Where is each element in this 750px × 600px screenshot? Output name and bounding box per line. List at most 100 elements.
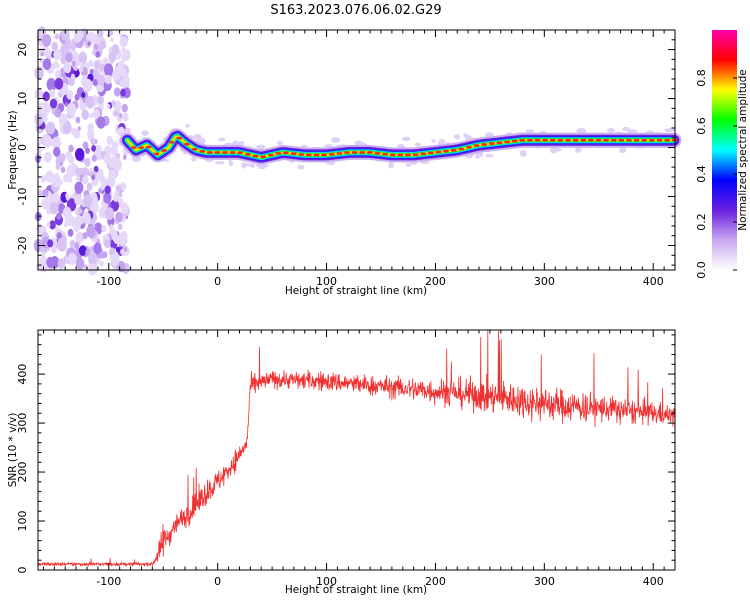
spectrogram-noise-blob: [103, 192, 112, 204]
spectrogram-noise-blob: [97, 94, 104, 105]
spectrogram-peak: [168, 141, 175, 144]
spectrogram-peak: [290, 152, 297, 155]
spectrogram-noise-blob: [49, 220, 56, 230]
spectrogram-halo: [218, 137, 226, 142]
spectrogram-peak: [511, 139, 518, 143]
spectrogram-peak: [298, 153, 305, 156]
spectrogram-peak: [344, 151, 350, 154]
spectrogram-noise-blob: [118, 113, 123, 118]
snr-x-tick-label: -100: [96, 575, 121, 588]
spectrogram-peak: [382, 152, 388, 156]
spectrogram-peak: [405, 153, 411, 157]
spectrogram-halo: [525, 129, 535, 134]
spectrogram-noise-blob: [108, 158, 115, 168]
spectrogram-noise-blob: [83, 78, 93, 92]
spectrogram-noise-blob: [40, 175, 47, 183]
spectrogram-peak: [649, 139, 655, 142]
snr-x-tick-label: 300: [534, 575, 555, 588]
spectrogram-noise-blob: [87, 263, 97, 276]
spectrogram-noise-blob: [111, 44, 120, 55]
spectrogram-peak: [161, 149, 167, 152]
spectrogram-noise-blob: [52, 61, 59, 69]
snr-y-tick-label: 300: [16, 413, 29, 434]
spectrogram-noise-blob: [106, 103, 111, 109]
spectrogram-noise-blob: [43, 134, 52, 147]
spectrogram-noise-blob: [66, 164, 76, 178]
snr-x-tick-label: 400: [643, 575, 664, 588]
spectrogram-noise-blob: [57, 238, 67, 252]
spectrogram-halo: [241, 162, 247, 169]
spectrogram-noise-blob: [87, 41, 91, 47]
spectrogram-noise-blob: [121, 187, 125, 192]
spectrogram-peak: [130, 146, 137, 149]
spectrogram-noise-blob: [121, 103, 128, 113]
spectrogram-halo: [519, 150, 527, 157]
spectrogram-noise-blob: [58, 179, 63, 186]
spectrogram-halo: [664, 128, 673, 133]
spectrogram-halo: [228, 160, 234, 167]
spectrogram-halo: [193, 133, 202, 140]
spectrogram-halo: [405, 163, 411, 167]
colorbar-tick-label: 0.0: [695, 261, 708, 279]
spectrogram-halo: [330, 137, 341, 143]
spectrogram-noise-blob: [84, 157, 91, 167]
snr-x-ticks: -100 0 100 200 300 400: [42, 330, 676, 588]
spectrogram-noise-blob: [65, 52, 73, 63]
spectrogram-peak: [641, 139, 648, 142]
spectrogram-noise-blob: [86, 182, 93, 192]
spectrogram-noise-blob: [74, 181, 84, 194]
spectrogram-noise-blob: [53, 49, 62, 61]
spectrogram-noise-blob: [40, 51, 44, 57]
spectrogram-noise-blob: [49, 201, 59, 215]
spectrogram-noise-blob: [56, 232, 62, 240]
spectrogram-noise-blob: [113, 110, 118, 116]
snr-panel: -100 0 100 200 300 400 0 100 200 300 400 Height o…: [7, 329, 676, 596]
spectrogram-noise-blob: [42, 58, 52, 71]
spectrogram-noise-blob: [55, 163, 61, 171]
spectrogram-peak: [435, 150, 442, 154]
spectrogram-noise-blob: [112, 158, 123, 171]
spectrogram-noise-blob: [60, 166, 66, 173]
spectrogram-noise-blob: [41, 101, 51, 115]
spectrogram-peak: [268, 153, 274, 157]
spectrogram-noise-blob: [59, 153, 66, 163]
spectrogram-noise-blob: [82, 141, 89, 150]
spectrogram-noise-blob: [104, 185, 111, 195]
spectrogram-x-tick-label: 100: [316, 275, 337, 288]
spectrogram-noise-blob: [96, 29, 104, 39]
spectrogram-noise-blob: [91, 174, 96, 180]
spectrogram-noise-blob: [68, 76, 75, 87]
spectrogram-peak: [481, 143, 487, 146]
spectrogram-noise-blob: [78, 66, 84, 73]
spectrogram-peak: [184, 142, 190, 146]
spectrogram-peak: [275, 152, 282, 155]
colorbar-gradient: [712, 30, 737, 270]
spectrogram-noise-blob: [98, 207, 108, 219]
spectrogram-noise-blob: [106, 135, 113, 145]
spectrogram-peak: [664, 139, 670, 142]
spectrogram-peak: [214, 151, 221, 154]
colorbar-ticks: 0.0 0.2 0.4 0.6 0.8: [695, 69, 737, 279]
spectrogram-peak: [466, 146, 472, 149]
spectrogram-noise-blob: [42, 91, 50, 102]
spectrogram-peak: [542, 139, 548, 142]
spectrogram-noise-blob: [75, 175, 81, 182]
spectrogram-peak: [374, 152, 381, 155]
spectrogram-noise-blob: [83, 194, 93, 208]
spectrogram-y-tick-label: 20: [16, 43, 29, 57]
spectrogram-frame: [37, 29, 676, 271]
spectrogram-peak: [252, 154, 259, 158]
spectrogram-noise-blob: [104, 207, 115, 220]
spectrogram-halo: [402, 136, 411, 141]
spectrogram-halo: [575, 147, 582, 153]
spectrogram-noise-blob: [111, 231, 119, 241]
spectrogram-peak: [489, 142, 495, 145]
spectrogram-peak: [412, 153, 419, 156]
spectrogram-noise-blob: [85, 95, 95, 109]
spectrogram-peak: [222, 151, 228, 154]
spectrogram-peak: [603, 139, 609, 142]
spectrogram-noise-region: [33, 26, 131, 276]
spectrogram-noise-blob: [106, 175, 116, 188]
colorbar-tick-label: 0.6: [695, 117, 708, 135]
spectrogram-noise-blob: [85, 147, 90, 155]
